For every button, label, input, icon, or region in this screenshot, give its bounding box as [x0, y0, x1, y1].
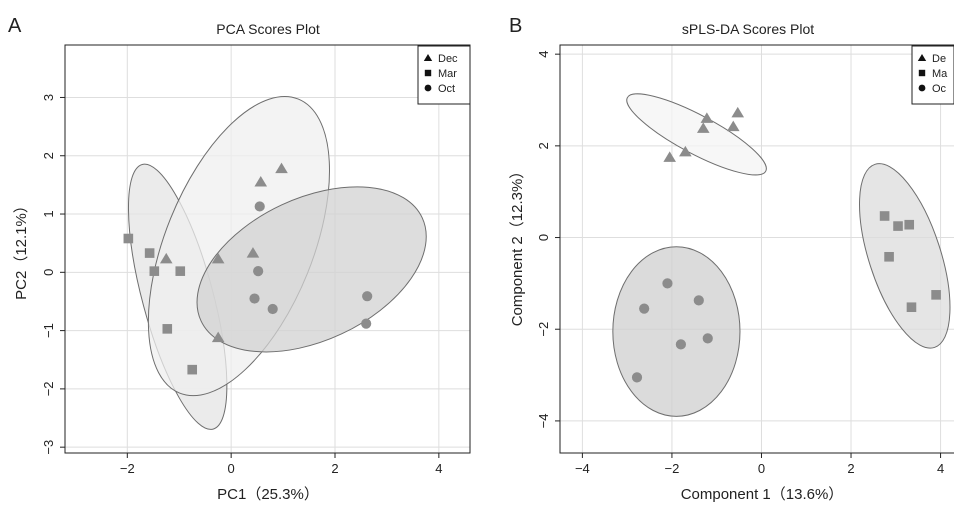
- y-tick-label: 0: [536, 234, 551, 241]
- legend-marker-mar: [424, 69, 432, 77]
- y-axis-label-a: PC2（12.1%）: [13, 198, 30, 300]
- legend-marker-oct: [424, 84, 432, 92]
- data-point-ma: [893, 221, 903, 231]
- data-point-dec: [254, 175, 268, 187]
- points-b: [631, 106, 941, 383]
- legend-label: Ma: [932, 68, 948, 80]
- data-point-mar: [175, 266, 186, 276]
- x-tick-label: 4: [937, 461, 944, 476]
- panel-b: B sPLS-DA Scores Plot −4 −2 0 2 4 −4 −2 0 2 4 Co…: [509, 15, 954, 503]
- ellipses-a: [127, 96, 427, 430]
- data-point-ma: [931, 290, 941, 300]
- panel-a: A PCA Scores Plot −2 0 2 4 −3 −2 −1 0 1 2 3 PC1（2…: [8, 15, 471, 503]
- y-tick-label: 2: [536, 142, 551, 149]
- data-point-oct: [362, 291, 373, 302]
- y-ticks-a: −3 −2 −1 0 1 2 3: [41, 94, 65, 455]
- y-tick-label: −4: [536, 413, 551, 428]
- x-tick-label: 2: [331, 461, 338, 476]
- data-point-mar: [144, 248, 155, 258]
- y-ticks-b: −4 −2 0 2 4: [536, 51, 560, 428]
- legend-marker-ma: [918, 69, 926, 77]
- chart-title-b: sPLS-DA Scores Plot: [682, 21, 814, 37]
- data-point-de: [663, 151, 676, 162]
- legend-label: Oc: [932, 83, 947, 95]
- plot-frame-a: [64, 44, 471, 454]
- x-tick-label: −4: [575, 461, 590, 476]
- y-tick-label: −3: [41, 440, 56, 455]
- y-axis-label-b: Component 2（12.3%）: [509, 164, 526, 327]
- x-tick-label: −2: [665, 461, 680, 476]
- legend-a: Dec Mar Oct: [417, 45, 471, 105]
- x-tick-label: 0: [228, 461, 235, 476]
- y-tick-label: 3: [41, 94, 56, 101]
- points-a: [123, 162, 373, 375]
- y-tick-label: −2: [41, 381, 56, 396]
- data-point-dec: [211, 252, 225, 264]
- data-point-dec: [246, 247, 260, 258]
- panel-letter-b: B: [509, 15, 522, 37]
- x-tick-label: 4: [435, 461, 442, 476]
- data-point-oct: [254, 201, 265, 212]
- y-tick-label: 4: [536, 51, 551, 58]
- legend-marker-dec: [423, 54, 433, 61]
- x-tick-label: 0: [758, 461, 765, 476]
- data-point-mar: [123, 233, 134, 244]
- y-tick-label: 0: [41, 269, 56, 276]
- legend-marker-oc: [918, 84, 926, 92]
- data-point-de: [726, 120, 740, 132]
- data-point-oct: [253, 266, 264, 277]
- y-tick-label: −2: [536, 322, 551, 337]
- data-point-oct: [361, 318, 372, 329]
- y-tick-label: 2: [41, 152, 56, 159]
- y-tick-label: −1: [41, 323, 56, 338]
- x-axis-label-b: Component 1（13.6%）: [681, 486, 844, 503]
- legend-label: Mar: [438, 68, 457, 80]
- x-ticks-a: −2 0 2 4: [120, 453, 442, 476]
- x-tick-label: −2: [120, 461, 135, 476]
- data-point-dec: [275, 162, 288, 174]
- data-point-oc: [631, 372, 643, 383]
- data-point-de: [700, 112, 714, 123]
- data-point-oct: [249, 293, 260, 304]
- confidence-ellipse-de: [626, 93, 767, 176]
- legend-b: De Ma Oc: [911, 45, 954, 105]
- x-tick-label: 2: [847, 461, 854, 476]
- data-point-mar: [162, 324, 173, 334]
- data-point-oc: [675, 339, 686, 350]
- data-point-mar: [149, 266, 160, 276]
- ellipses-b: [612, 93, 951, 417]
- plot-frame-b: [559, 44, 954, 454]
- data-point-ma: [879, 211, 890, 221]
- data-point-ma: [904, 219, 915, 230]
- data-point-oct: [267, 303, 278, 315]
- data-point-dec: [211, 331, 225, 343]
- confidence-ellipse-oc: [612, 246, 741, 417]
- data-point-mar: [187, 364, 198, 375]
- y-tick-label: 1: [41, 210, 56, 217]
- legend-label: De: [932, 53, 946, 65]
- data-point-de: [731, 106, 745, 118]
- confidence-ellipse-oct: [196, 186, 427, 353]
- chart-title-a: PCA Scores Plot: [216, 21, 320, 37]
- data-point-oc: [639, 303, 650, 314]
- confidence-ellipse-ma: [859, 163, 951, 349]
- data-point-oc: [702, 333, 713, 344]
- data-point-ma: [906, 302, 917, 313]
- data-point-ma: [884, 251, 894, 262]
- data-point-oc: [662, 278, 673, 289]
- data-point-de: [679, 145, 692, 157]
- legend-label: Oct: [438, 83, 455, 95]
- data-point-dec: [159, 252, 173, 264]
- panel-letter-a: A: [8, 15, 22, 37]
- legend-marker-de: [917, 54, 927, 61]
- legend-label: Dec: [438, 53, 458, 65]
- x-ticks-b: −4 −2 0 2 4: [575, 453, 944, 476]
- x-axis-label-a: PC1（25.3%）: [217, 486, 319, 503]
- data-point-de: [696, 122, 710, 133]
- data-point-oc: [693, 295, 704, 306]
